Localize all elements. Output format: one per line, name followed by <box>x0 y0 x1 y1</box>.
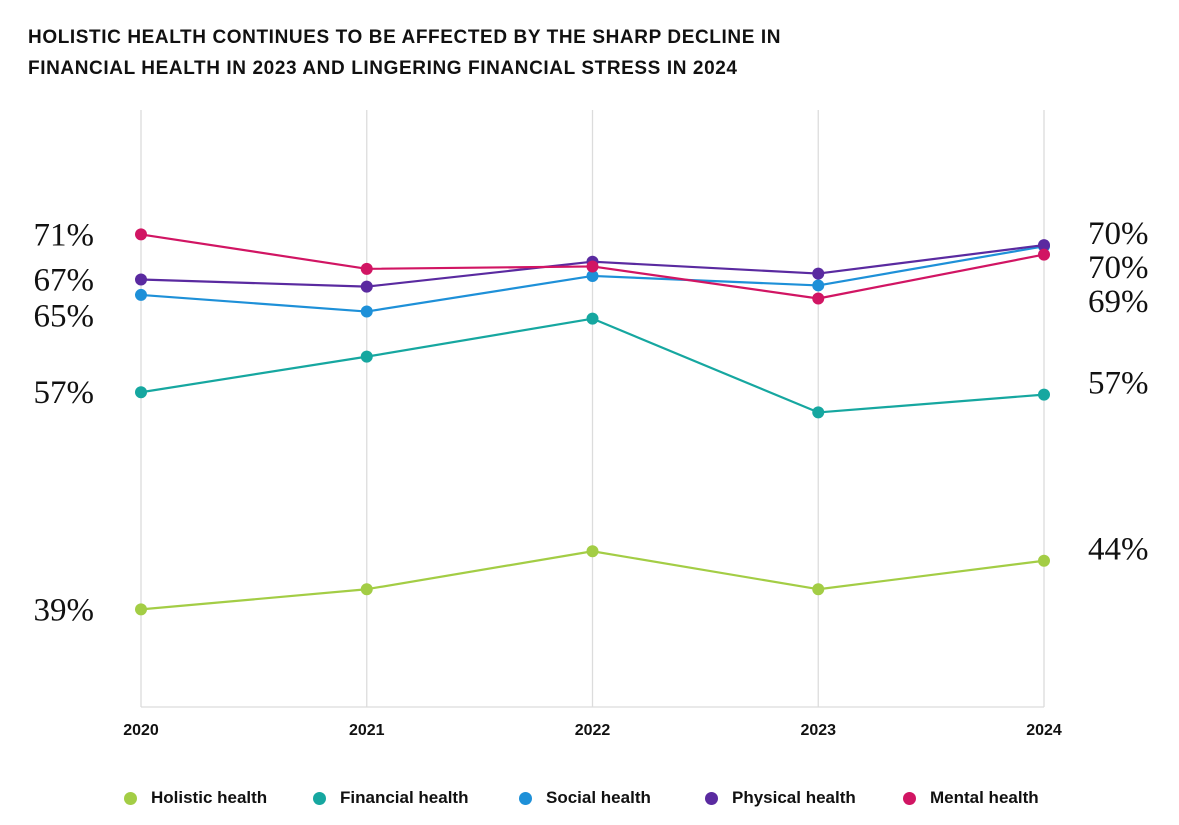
legend-label-mental-health: Mental health <box>930 788 1039 807</box>
mental-health-end-label: 69% <box>1088 284 1149 320</box>
holistic-health-start-label: 39% <box>34 592 95 628</box>
mental-health-start-label: 71% <box>34 217 95 253</box>
social-health-point-2023 <box>812 279 825 292</box>
legend-item-holistic-health: Holistic health <box>124 786 267 810</box>
financial-health-end-label: 57% <box>1088 366 1149 402</box>
legend-dot-social-health <box>519 791 532 805</box>
chart-legend: Holistic health Financial health Social he… <box>0 786 1179 810</box>
physical-health-end-label: 70% <box>1088 216 1149 252</box>
legend-label-holistic-health: Holistic health <box>151 788 268 807</box>
chart-title-line-2: FINANCIAL HEALTH IN 2023 AND LINGERING F… <box>28 58 738 79</box>
financial-health-start-label: 57% <box>34 375 95 411</box>
legend-label-financial-health: Financial health <box>340 788 469 807</box>
mental-health-point-2022 <box>586 260 599 273</box>
physical-health-point-2020 <box>135 273 147 286</box>
x-tick-label-2024: 2024 <box>1026 722 1062 739</box>
x-tick-label-2022: 2022 <box>575 722 611 739</box>
legend-dot-holistic-health <box>124 791 137 805</box>
x-tick-label-2021: 2021 <box>349 722 385 739</box>
financial-health-point-2022 <box>586 312 599 325</box>
social-health-point-2021 <box>360 305 373 318</box>
social-health-end-label: 70% <box>1088 250 1149 286</box>
financial-health-point-2020 <box>135 386 147 399</box>
legend-item-physical-health: Physical health <box>705 786 856 810</box>
social-health-point-2020 <box>135 288 147 301</box>
financial-health-point-2021 <box>360 350 373 363</box>
physical-health-start-label: 67% <box>34 263 95 299</box>
holistic-health-point-2021 <box>360 583 373 596</box>
holistic-health-point-2024 <box>1038 554 1050 567</box>
holistic-health-point-2023 <box>812 583 825 596</box>
legend-dot-financial-health <box>313 791 326 805</box>
mental-health-point-2024 <box>1038 248 1050 261</box>
holistic-health-point-2022 <box>586 545 599 558</box>
physical-health-point-2023 <box>812 267 825 280</box>
legend-dot-physical-health <box>705 791 718 805</box>
legend-item-social-health: Social health <box>519 786 651 810</box>
mental-health-point-2021 <box>360 262 373 275</box>
social-health-point-2022 <box>586 269 599 282</box>
chart-title-line-1: HOLISTIC HEALTH CONTINUES TO BE AFFECTED… <box>28 27 782 48</box>
financial-health-point-2023 <box>812 406 825 419</box>
legend-item-mental-health: Mental health <box>903 786 1039 810</box>
holistic-health-end-label: 44% <box>1088 532 1149 568</box>
legend-item-financial-health: Financial health <box>313 786 468 810</box>
chart-title: HOLISTIC HEALTH CONTINUES TO BE AFFECTED… <box>28 22 928 84</box>
legend-dot-mental-health <box>903 791 916 805</box>
physical-health-point-2024 <box>1038 239 1050 252</box>
x-tick-label-2020: 2020 <box>123 722 159 739</box>
mental-health-point-2020 <box>135 228 147 241</box>
x-tick-label-2023: 2023 <box>800 722 836 739</box>
legend-label-physical-health: Physical health <box>732 788 856 807</box>
holistic-health-point-2020 <box>135 603 147 616</box>
financial-health-point-2024 <box>1038 388 1050 401</box>
social-health-start-label: 65% <box>34 299 95 335</box>
physical-health-point-2021 <box>360 280 373 293</box>
mental-health-point-2023 <box>812 292 825 305</box>
legend-label-social-health: Social health <box>546 788 651 807</box>
